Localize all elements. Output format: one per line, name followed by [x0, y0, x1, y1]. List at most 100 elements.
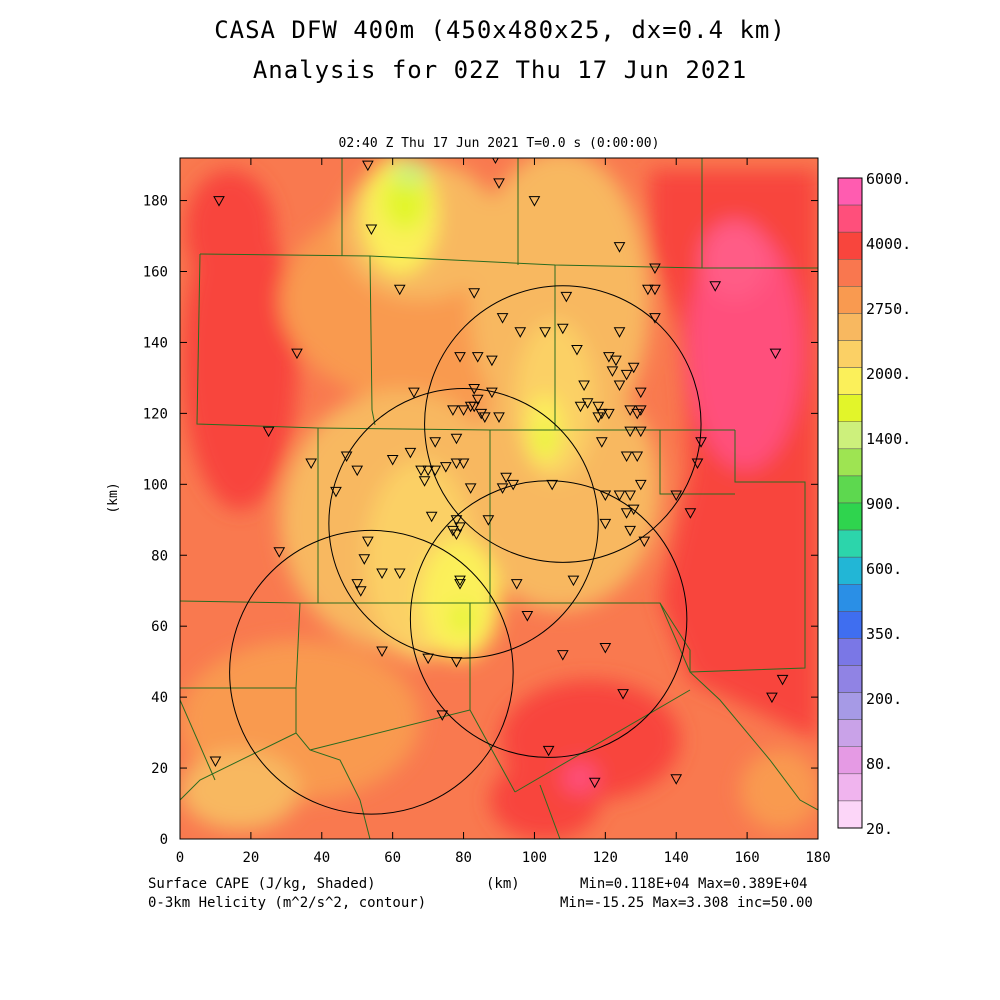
station-marker	[351, 465, 364, 477]
x-tick-label: 20	[242, 850, 259, 866]
station-marker	[447, 525, 459, 537]
station-marker	[496, 313, 509, 324]
station-marker	[613, 242, 626, 253]
colorbar-label: 200.	[866, 690, 902, 708]
station-marker	[425, 511, 438, 523]
colorbar-label: 4000.	[866, 235, 911, 253]
x-tick-label: 140	[664, 850, 689, 866]
x-tick-label: 40	[313, 850, 330, 866]
station-marker	[450, 515, 463, 526]
radar-ring-1	[424, 285, 702, 563]
colorbar-label: 900.	[866, 495, 902, 513]
station-marker	[454, 352, 466, 363]
station-marker	[670, 490, 683, 501]
colorbar-swatch	[837, 313, 863, 341]
colorbar-label: 600.	[866, 560, 902, 578]
colorbar-swatch	[837, 638, 863, 666]
station-marker	[450, 458, 463, 470]
station-marker	[634, 426, 647, 438]
colorbar-swatch	[837, 692, 863, 720]
station-marker	[493, 178, 505, 189]
colorbar-swatch	[837, 665, 863, 693]
colorbar-swatch	[837, 367, 863, 395]
y-tick-label: 180	[143, 194, 168, 210]
station-marker	[507, 479, 520, 491]
station-marker	[404, 447, 417, 459]
footer-stats1: Min=0.118E+04 Max=0.389E+04	[580, 876, 808, 892]
station-marker	[464, 483, 477, 494]
station-marker	[429, 465, 442, 477]
station-marker	[291, 348, 303, 360]
station-marker	[599, 518, 612, 530]
station-marker	[624, 490, 636, 501]
station-marker	[486, 387, 498, 399]
colorbar-swatch	[837, 529, 863, 558]
colorbar-swatch	[837, 340, 863, 368]
colorbar-label: 20.	[866, 820, 893, 838]
y-tick-label: 40	[151, 690, 168, 706]
colorbar: 6000. 4000. 2750. 2000. 1400. 900. 600. 350. 200…	[837, 170, 911, 838]
station-marker	[464, 401, 477, 413]
colorbar-swatch	[837, 800, 863, 829]
station-marker	[766, 692, 778, 704]
station-marker	[627, 362, 640, 374]
radar-ring-2	[328, 388, 599, 659]
station-marker	[546, 479, 559, 491]
station-marker	[482, 515, 495, 526]
station-marker	[634, 405, 647, 416]
station-marker	[496, 483, 509, 494]
station-marker	[556, 650, 569, 661]
station-marker	[599, 490, 612, 501]
county-boundaries	[180, 158, 818, 839]
y-axis: 0 20 40 60 80 100 120 140 160 180	[143, 194, 818, 848]
station-marker	[528, 196, 541, 207]
colorbar-swatch	[837, 259, 863, 287]
colorbar-swatch	[837, 286, 863, 314]
station-marker	[454, 575, 466, 587]
station-marker	[560, 291, 573, 303]
y-tick-label: 100	[143, 477, 168, 493]
station-marker	[376, 568, 388, 580]
station-marker	[386, 454, 399, 466]
colorbar-swatch	[837, 475, 863, 504]
station-marker	[454, 522, 466, 533]
station-marker	[592, 412, 605, 423]
station-marker	[365, 224, 378, 235]
station-marker	[457, 405, 470, 416]
station-marker	[262, 426, 275, 438]
station-marker	[422, 465, 434, 477]
station-marker	[638, 536, 651, 548]
colorbar-swatch	[837, 719, 863, 748]
station-marker	[471, 394, 484, 406]
station-marker	[578, 380, 590, 392]
station-marker	[471, 352, 484, 363]
station-marker	[376, 646, 388, 658]
station-marker	[670, 774, 683, 785]
colorbar-swatch	[837, 394, 863, 422]
colorbar-swatch	[837, 556, 863, 585]
station-marker	[695, 437, 707, 448]
y-tick-label: 20	[151, 761, 168, 777]
footer-field2: 0-3km Helicity (m^2/s^2, contour)	[148, 895, 427, 911]
x-tick-label: 60	[384, 850, 401, 866]
footer-field1: Surface CAPE (J/kg, Shaded)	[148, 876, 376, 892]
station-marker	[475, 408, 488, 420]
figure-title-line1: CASA DFW 400m (450x480x25, dx=0.4 km)	[214, 16, 786, 44]
station-marker	[447, 405, 459, 416]
station-marker	[649, 284, 661, 296]
station-marker	[493, 412, 505, 423]
radar-ring-4	[229, 529, 514, 815]
station-marker	[631, 451, 644, 462]
surface-station-markers	[209, 158, 789, 789]
station-marker	[606, 366, 619, 377]
station-marker	[351, 579, 364, 590]
y-tick-label: 80	[151, 548, 168, 564]
radar-range-rings	[229, 285, 702, 815]
x-tick-label: 160	[734, 850, 759, 866]
x-tick-label: 100	[522, 850, 547, 866]
station-marker	[595, 408, 608, 420]
x-tick-label: 180	[805, 850, 830, 866]
station-marker	[354, 586, 367, 597]
station-marker	[620, 508, 633, 519]
